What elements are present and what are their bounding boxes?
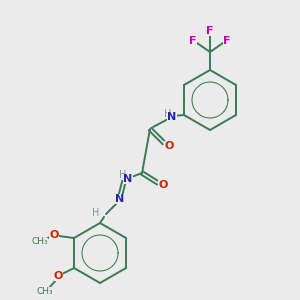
Text: CH₃: CH₃ [32,238,48,247]
Text: O: O [50,230,59,240]
Text: F: F [189,36,197,46]
Text: O: O [164,141,174,151]
Text: CH₃: CH₃ [37,286,53,296]
Text: H: H [92,208,100,218]
Text: F: F [223,36,231,46]
Text: N: N [123,174,133,184]
Text: O: O [53,271,63,281]
Text: O: O [158,180,168,190]
Text: F: F [206,26,214,36]
Text: N: N [167,112,177,122]
Text: H: H [164,109,172,119]
Text: H: H [119,170,127,180]
Text: N: N [116,194,124,204]
